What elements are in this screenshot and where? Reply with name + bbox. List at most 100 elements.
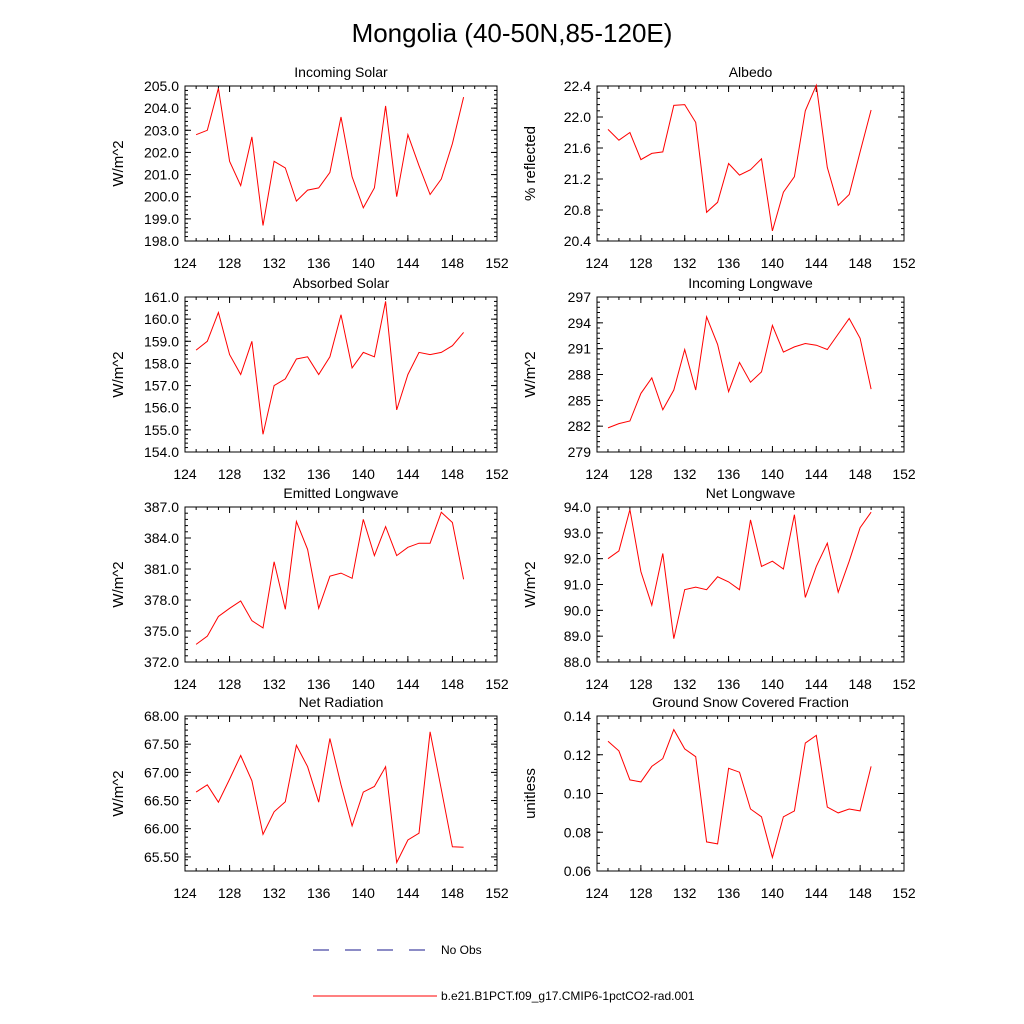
plot-frame [596, 296, 905, 453]
x-tick-label: 152 [485, 885, 509, 901]
x-tick-label: 132 [673, 676, 697, 692]
y-tick-label: 201.0 [144, 167, 179, 183]
x-tick-label: 144 [396, 885, 420, 901]
y-tick-label: 92.0 [564, 551, 591, 567]
y-tick-label: 372.0 [144, 654, 179, 670]
y-tick-label: 0.14 [564, 708, 591, 724]
y-tick-label: 66.00 [144, 821, 179, 837]
x-tick-label: 148 [441, 255, 465, 271]
x-tick-label: 128 [218, 676, 242, 692]
figure-title: Mongolia (40-50N,85-120E) [352, 18, 673, 48]
x-tick-label: 148 [441, 885, 465, 901]
x-tick-label: 148 [848, 885, 872, 901]
x-tick-label: 136 [717, 255, 741, 271]
y-tick-label: 91.0 [564, 577, 591, 593]
y-tick-label: 204.0 [144, 100, 179, 116]
x-tick-label: 152 [485, 676, 509, 692]
y-tick-label: 0.12 [564, 747, 591, 763]
plot-frame [184, 296, 498, 453]
y-tick-label: 22.0 [564, 109, 591, 125]
x-tick-label: 128 [629, 466, 653, 482]
series-line [607, 314, 872, 429]
y-tick-label: 157.0 [144, 378, 179, 394]
chart-panel-6: Net Longwave W/m^2 124 128 132 136 140 144 148 15… [522, 485, 916, 692]
plot-frame [184, 506, 498, 663]
y-tick-label: 0.08 [564, 824, 591, 840]
y-tick-label: 67.50 [144, 736, 179, 752]
x-tick-label: 128 [218, 255, 242, 271]
subplot-title: Emitted Longwave [283, 485, 398, 501]
x-tick-label: 152 [485, 466, 509, 482]
subplot-title: Incoming Longwave [688, 275, 813, 291]
x-tick-label: 124 [585, 255, 609, 271]
x-tick-label: 136 [717, 676, 741, 692]
x-tick-label: 132 [673, 885, 697, 901]
chart-panel-3: Absorbed Solar W/m^2 124 128 132 136 140 144 148… [110, 275, 509, 482]
series-line [195, 731, 464, 865]
series-line [195, 88, 465, 226]
x-tick-label: 148 [441, 676, 465, 692]
subplot-title: Net Radiation [299, 694, 384, 710]
chart-panel-2: Albedo % reflected 124 128 132 136 140 144 148 15… [522, 64, 916, 271]
subplot-title: Albedo [729, 64, 773, 80]
x-tick-label: 152 [892, 885, 916, 901]
series-line [195, 301, 464, 435]
chart-panel-5: Emitted Longwave W/m^2 124 128 132 136 140 144 1… [110, 485, 509, 692]
x-tick-label: 140 [352, 466, 376, 482]
y-tick-label: 21.6 [564, 140, 591, 156]
subplot-title: Incoming Solar [294, 64, 388, 80]
chart-panel-1: Incoming Solar W/m^2 124 128 132 136 140 144 148… [110, 64, 509, 271]
y-tick-label: 94.0 [564, 499, 591, 515]
y-tick-label: 375.0 [144, 623, 179, 639]
y-tick-label: 20.4 [564, 233, 591, 249]
x-tick-label: 124 [173, 255, 197, 271]
y-tick-label: 202.0 [144, 144, 179, 160]
x-tick-label: 140 [761, 255, 785, 271]
y-axis-label: unitless [522, 768, 539, 819]
series-line [607, 509, 872, 639]
subplot-title: Net Longwave [706, 485, 796, 501]
plot-frame [184, 715, 498, 872]
y-tick-label: 158.0 [144, 355, 179, 371]
y-tick-label: 282 [568, 418, 592, 434]
x-tick-label: 148 [848, 676, 872, 692]
x-tick-label: 128 [218, 466, 242, 482]
plot-frame [596, 85, 905, 242]
y-axis-label: W/m^2 [110, 770, 127, 816]
x-tick-label: 140 [352, 255, 376, 271]
y-tick-label: 159.0 [144, 333, 179, 349]
y-tick-label: 0.06 [564, 863, 591, 879]
y-tick-label: 22.4 [564, 78, 591, 94]
x-tick-label: 136 [717, 885, 741, 901]
plot-frame [596, 506, 905, 663]
x-tick-label: 136 [717, 466, 741, 482]
subplot-title: Absorbed Solar [293, 275, 390, 291]
panels: Incoming Solar W/m^2 124 128 132 136 140 144 148… [110, 64, 916, 901]
x-tick-label: 124 [585, 885, 609, 901]
x-tick-label: 140 [761, 676, 785, 692]
x-tick-label: 144 [396, 466, 420, 482]
y-tick-label: 288 [568, 367, 592, 383]
y-tick-label: 65.50 [144, 849, 179, 865]
x-tick-label: 140 [761, 885, 785, 901]
x-tick-label: 132 [262, 676, 286, 692]
y-tick-label: 90.0 [564, 602, 591, 618]
x-tick-label: 136 [307, 466, 331, 482]
plot-frame [184, 85, 498, 242]
chart-panel-7: Net Radiation W/m^2 124 128 132 136 140 144 148 1… [110, 694, 509, 901]
x-tick-label: 124 [585, 466, 609, 482]
y-tick-label: 291 [568, 341, 592, 357]
legend: No Obs b.e21.B1PCT.f09_g17.CMIP6-1pctCO2-… [313, 943, 695, 1003]
y-tick-label: 200.0 [144, 189, 179, 205]
x-tick-label: 144 [805, 255, 829, 271]
x-tick-label: 132 [262, 255, 286, 271]
x-tick-label: 148 [441, 466, 465, 482]
x-tick-label: 152 [485, 255, 509, 271]
legend-label-2: b.e21.B1PCT.f09_g17.CMIP6-1pctCO2-rad.00… [441, 989, 695, 1003]
y-axis-label: W/m^2 [110, 561, 127, 607]
x-tick-label: 144 [396, 676, 420, 692]
y-tick-label: 67.00 [144, 764, 179, 780]
y-tick-label: 160.0 [144, 311, 179, 327]
x-tick-label: 128 [218, 885, 242, 901]
x-tick-label: 132 [673, 255, 697, 271]
